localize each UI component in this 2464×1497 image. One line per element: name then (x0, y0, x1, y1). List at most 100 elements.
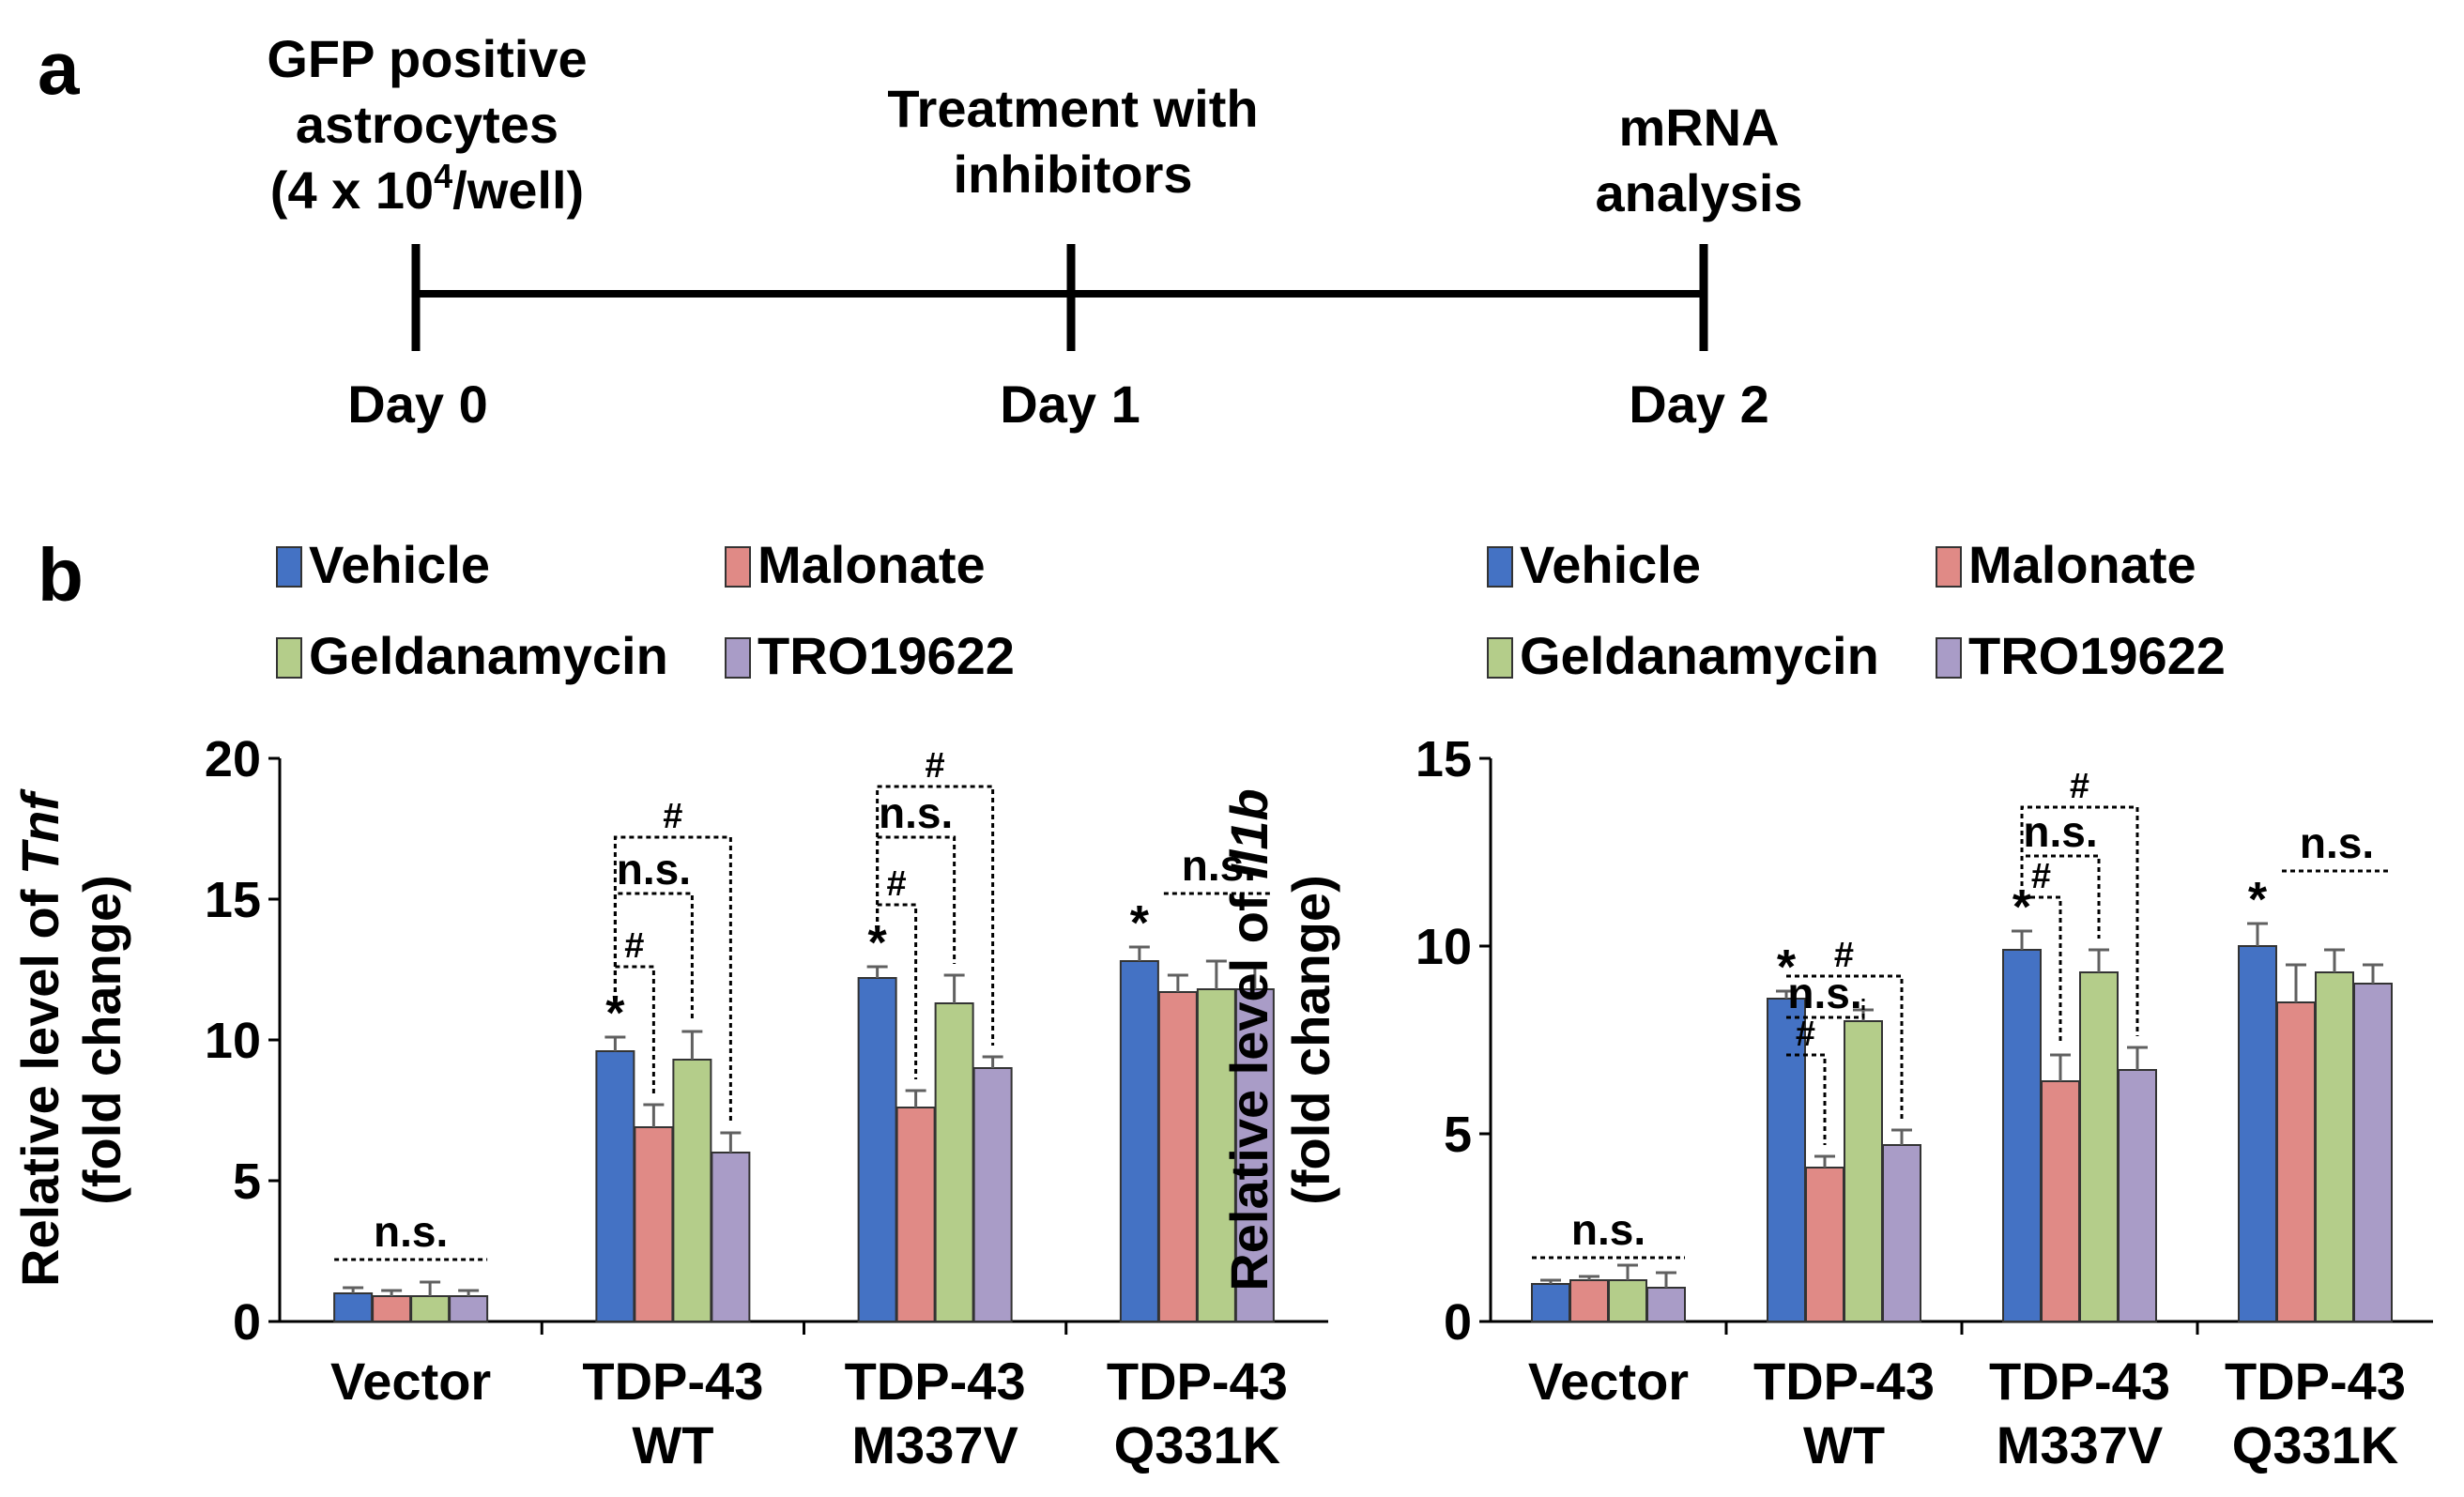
x-category-label: M337V (1997, 1415, 2163, 1474)
bar-vehicle (333, 1292, 374, 1322)
step2-line1: mRNA (1618, 98, 1779, 157)
bar-vehicle (2002, 949, 2042, 1322)
y-axis-label-prefix: Relative level of (10, 875, 69, 1287)
y-axis-label-line1: Relative level of Tnf (10, 788, 69, 1287)
y-axis-label-line2: (fold change) (72, 875, 131, 1205)
significance-star: * (2248, 873, 2268, 927)
comparison-label: n.s. (2300, 818, 2374, 867)
x-category-label: TDP-43 (1107, 1352, 1288, 1411)
comparison-label: n.s. (879, 788, 953, 837)
y-axis-label-gene: Tnf (10, 788, 69, 875)
bar-vehicle (1531, 1283, 1570, 1322)
y-axis-label: Relative level of Il1b(fold change) (1219, 788, 1340, 1291)
y-axis-label-line2: (fold change) (1281, 875, 1340, 1205)
bar-geldanamycin (1196, 988, 1236, 1322)
panel-a-label: a (38, 26, 80, 110)
day0-label: Day 0 (347, 374, 487, 434)
bar-vehicle (595, 1050, 635, 1322)
comparison-bracket (2022, 895, 2062, 1044)
bar-vehicle (857, 977, 897, 1322)
y-tick-label: 10 (205, 1013, 261, 1069)
bar-malonate (1157, 991, 1198, 1322)
bar-geldanamycin (2315, 971, 2354, 1322)
legend-label-malonate: Malonate (758, 535, 986, 594)
bar-vehicle (1767, 998, 1806, 1322)
x-category-label: TDP-43 (845, 1352, 1026, 1411)
comparison-label: n.s. (374, 1207, 448, 1256)
x-category-label: Q331K (1114, 1415, 1280, 1474)
comparison-label: # (2031, 857, 2051, 896)
significance-star: * (868, 916, 888, 970)
x-category-label: M337V (851, 1415, 1018, 1474)
bar-tro19622 (972, 1067, 1013, 1322)
comparison-label: # (2070, 767, 2089, 806)
bar-tro19622 (1646, 1287, 1686, 1322)
step1-line1: Treatment with (887, 79, 1258, 138)
step2-line2: analysis (1595, 163, 1802, 222)
panel-b-label: b (38, 533, 84, 617)
legend-label-vehicle: Vehicle (1520, 535, 1701, 594)
bar-tro19622 (1882, 1144, 1921, 1322)
legend-swatch-tro19622 (1936, 637, 1962, 679)
comparison-label: # (1796, 1015, 1815, 1054)
comparison-bracket (613, 835, 732, 1122)
legend-label-tro19622: TRO19622 (758, 626, 1015, 685)
bar-tro19622 (2118, 1069, 2157, 1322)
x-category-label: Vector (1528, 1352, 1689, 1411)
bar-malonate (1805, 1167, 1844, 1322)
legend-swatch-geldanamycin (276, 637, 302, 679)
y-tick-label: 15 (1416, 731, 1472, 787)
bar-malonate (1569, 1279, 1609, 1322)
y-tick-label: 15 (205, 872, 261, 928)
bar-malonate (372, 1295, 412, 1322)
step0-line1: GFP positive (267, 29, 587, 88)
tnf-chart: Vehicle Malonate Geldanamycin TRO19622 Relat… (10, 535, 1328, 1474)
bar-tro19622 (711, 1152, 751, 1322)
legend-label-vehicle: Vehicle (309, 535, 490, 594)
y-axis-label-prefix: Relative level of (1219, 879, 1278, 1291)
x-category-label: TDP-43 (582, 1352, 763, 1411)
legend-swatch-malonate (1936, 546, 1962, 588)
day1-label: Day 1 (1000, 374, 1140, 434)
comparison-label: # (624, 926, 644, 966)
y-axis-label: Relative level of Tnf(fold change) (10, 788, 131, 1287)
x-category-label: Q331K (2232, 1415, 2398, 1474)
y-tick-label: 0 (233, 1294, 261, 1351)
bar-geldanamycin (2079, 971, 2119, 1322)
y-tick-label: 10 (1416, 919, 1472, 975)
comparison-bracket (2020, 854, 2101, 939)
y-tick-label: 5 (233, 1153, 261, 1210)
comparison-bracket (1786, 974, 1904, 1119)
y-tick-label: 20 (205, 731, 261, 787)
comparison-label: # (887, 864, 907, 904)
bar-malonate (634, 1126, 674, 1322)
bar-geldanamycin (1844, 1020, 1883, 1322)
x-category-label: WT (1803, 1415, 1885, 1474)
comparison-label: # (1834, 936, 1854, 975)
bar-malonate (2041, 1080, 2080, 1322)
comparison-label: n.s. (2023, 807, 2097, 856)
bar-geldanamycin (672, 1059, 712, 1322)
significance-star: * (2013, 880, 2032, 935)
bar-vehicle (2238, 945, 2277, 1322)
legend-swatch-vehicle (1487, 546, 1513, 588)
bar-malonate (895, 1107, 936, 1322)
x-category-label: TDP-43 (1989, 1352, 2170, 1411)
x-category-label: TDP-43 (2225, 1352, 2406, 1411)
y-tick-label: 0 (1444, 1294, 1472, 1351)
legend-label-geldanamycin: Geldanamycin (1520, 626, 1879, 685)
legend-swatch-vehicle (276, 546, 302, 588)
comparison-bracket (1786, 999, 1865, 1019)
legend-label-malonate: Malonate (1968, 535, 2196, 594)
significance-star: * (605, 986, 625, 1041)
comparison-label: n.s. (1571, 1205, 1645, 1254)
comparison-bracket (2020, 805, 2139, 1036)
bar-geldanamycin (1608, 1279, 1647, 1322)
comparison-bracket (613, 892, 694, 1020)
y-tick-label: 5 (1444, 1107, 1472, 1163)
y-axis-label-line1: Relative level of Il1b (1219, 788, 1278, 1291)
legend-label-tro19622: TRO19622 (1968, 626, 2226, 685)
bar-geldanamycin (410, 1295, 451, 1322)
x-category-label: Vector (330, 1352, 491, 1411)
comparison-label: n.s. (1182, 841, 1256, 890)
